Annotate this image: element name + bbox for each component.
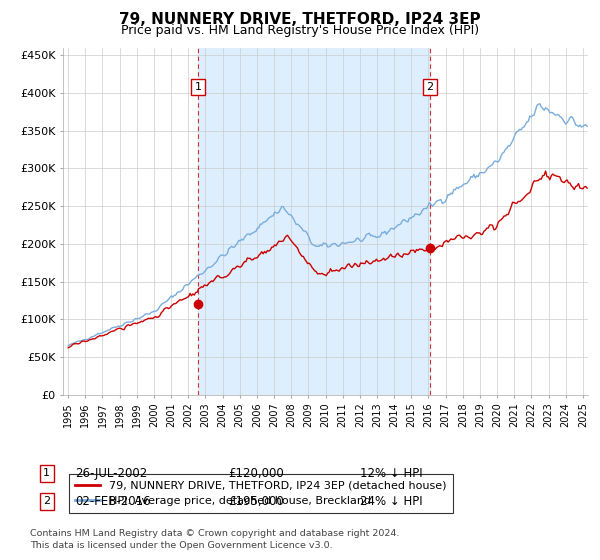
- Text: Contains HM Land Registry data © Crown copyright and database right 2024.: Contains HM Land Registry data © Crown c…: [30, 529, 400, 538]
- Text: 1: 1: [194, 82, 202, 92]
- Text: 24% ↓ HPI: 24% ↓ HPI: [360, 494, 422, 508]
- Text: 2: 2: [427, 82, 434, 92]
- Text: 12% ↓ HPI: 12% ↓ HPI: [360, 466, 422, 480]
- Text: 26-JUL-2002: 26-JUL-2002: [75, 466, 147, 480]
- Text: £120,000: £120,000: [228, 466, 284, 480]
- Text: 2: 2: [43, 496, 50, 506]
- Text: This data is licensed under the Open Government Licence v3.0.: This data is licensed under the Open Gov…: [30, 542, 332, 550]
- Text: £195,000: £195,000: [228, 494, 284, 508]
- Bar: [198, 48, 430, 395]
- Text: Price paid vs. HM Land Registry's House Price Index (HPI): Price paid vs. HM Land Registry's House …: [121, 24, 479, 36]
- Text: 1: 1: [43, 468, 50, 478]
- Text: 79, NUNNERY DRIVE, THETFORD, IP24 3EP: 79, NUNNERY DRIVE, THETFORD, IP24 3EP: [119, 12, 481, 27]
- Legend: 79, NUNNERY DRIVE, THETFORD, IP24 3EP (detached house), HPI: Average price, deta: 79, NUNNERY DRIVE, THETFORD, IP24 3EP (d…: [68, 474, 453, 512]
- Text: 02-FEB-2016: 02-FEB-2016: [75, 494, 151, 508]
